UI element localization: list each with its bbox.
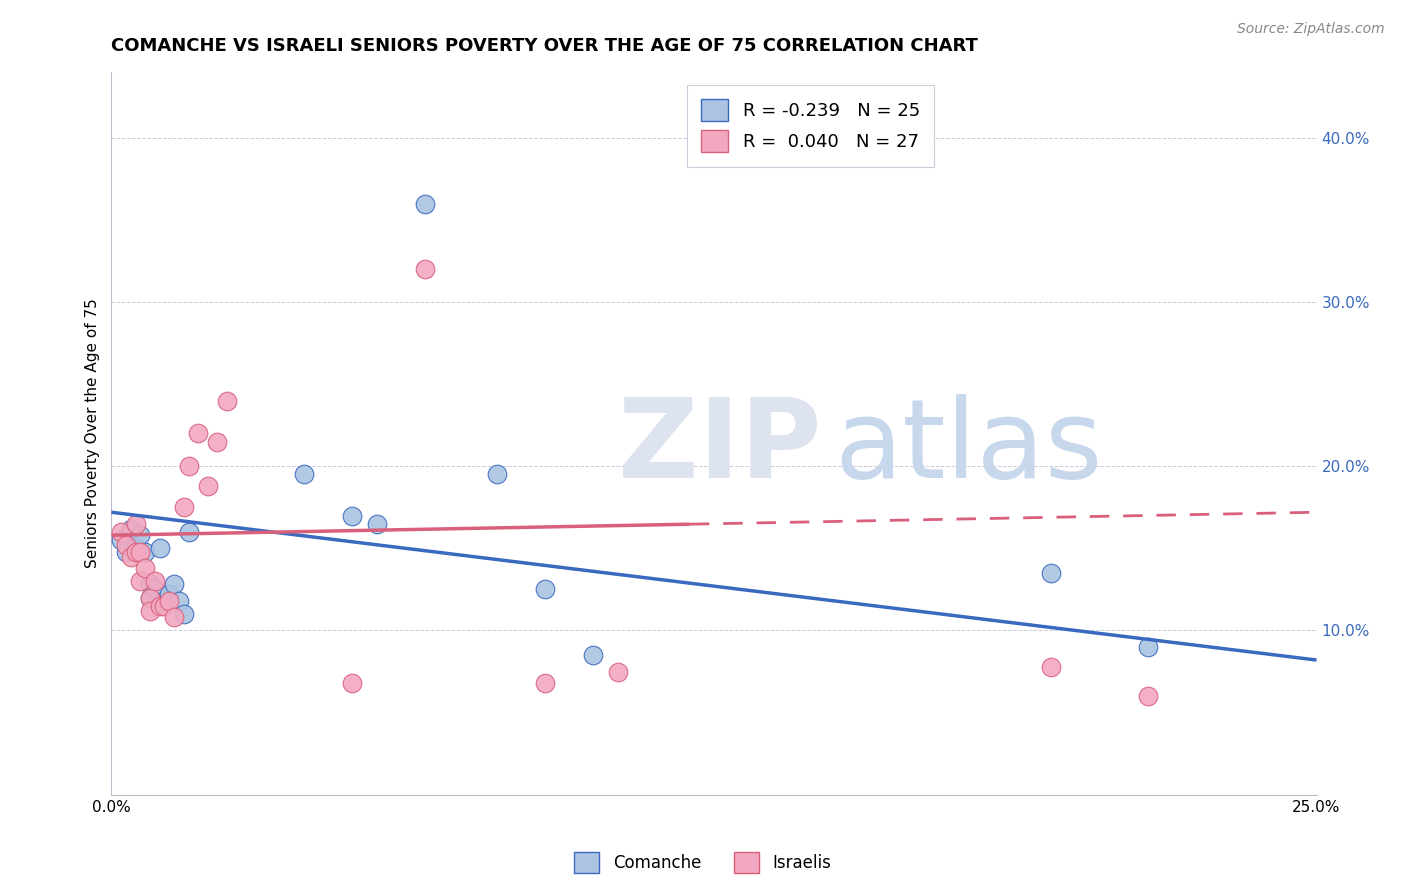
Point [177, 524, 200, 539]
Point [157, 594, 180, 608]
Point [149, 599, 172, 613]
Point [129, 544, 152, 558]
Point [149, 541, 172, 556]
Point [534, 582, 557, 597]
Point [139, 591, 162, 605]
Y-axis label: Seniors Poverty Over the Age of 75: Seniors Poverty Over the Age of 75 [86, 299, 100, 568]
Point [153, 594, 176, 608]
Point [139, 591, 162, 605]
Point [120, 549, 142, 564]
Point [124, 541, 146, 556]
Point [124, 544, 146, 558]
Legend: Comanche, Israelis: Comanche, Israelis [568, 846, 838, 880]
Point [115, 544, 138, 558]
Point [342, 676, 364, 690]
Point [173, 607, 195, 621]
Point [342, 508, 364, 523]
Point [187, 426, 209, 441]
Point [217, 393, 239, 408]
Point [486, 467, 509, 482]
Point [157, 587, 180, 601]
Point [163, 610, 186, 624]
Point [139, 604, 162, 618]
Point [120, 522, 142, 536]
Point [534, 676, 557, 690]
Point [110, 533, 132, 548]
Point [173, 500, 195, 515]
Point [134, 544, 156, 558]
Point [606, 665, 628, 679]
Point [143, 582, 166, 597]
Text: atlas: atlas [835, 394, 1102, 501]
Point [207, 434, 229, 449]
Point [139, 577, 162, 591]
Point [366, 516, 388, 531]
Point [197, 479, 219, 493]
Point [134, 561, 156, 575]
Point [292, 467, 315, 482]
Point [143, 574, 166, 589]
Point [1040, 659, 1063, 673]
Text: ZIP: ZIP [617, 394, 821, 501]
Text: Source: ZipAtlas.com: Source: ZipAtlas.com [1237, 22, 1385, 37]
Point [110, 524, 132, 539]
Point [1136, 640, 1159, 654]
Point [177, 459, 200, 474]
Point [129, 528, 152, 542]
Point [413, 196, 436, 211]
Point [1136, 689, 1159, 703]
Point [582, 648, 605, 662]
Point [163, 577, 186, 591]
Point [153, 599, 176, 613]
Point [129, 574, 152, 589]
Point [1040, 566, 1063, 580]
Point [413, 262, 436, 277]
Point [124, 516, 146, 531]
Point [167, 594, 190, 608]
Legend: R = -0.239   N = 25, R =  0.040   N = 27: R = -0.239 N = 25, R = 0.040 N = 27 [686, 85, 934, 167]
Point [115, 538, 138, 552]
Text: COMANCHE VS ISRAELI SENIORS POVERTY OVER THE AGE OF 75 CORRELATION CHART: COMANCHE VS ISRAELI SENIORS POVERTY OVER… [111, 37, 979, 55]
